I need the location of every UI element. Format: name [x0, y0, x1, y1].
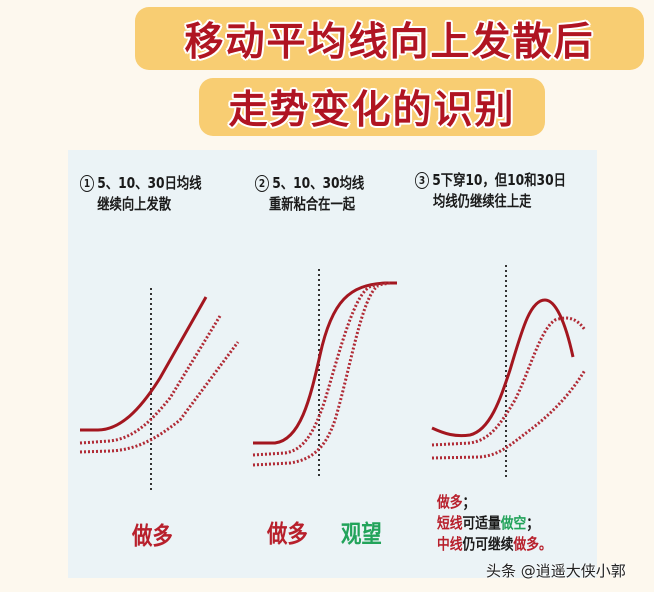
chart-3 — [431, 265, 587, 478]
caption-1: 1 5、10、30日均线 继续向上发散 — [80, 173, 202, 215]
ma5-line-1 — [80, 296, 208, 432]
title-banner-1: 移动平均线向上发散后 — [135, 7, 644, 70]
ma10-line-1 — [79, 315, 222, 445]
caption-2: 2 5、10、30均线 重新粘合在一起 — [255, 173, 364, 215]
signal-note-3: 做多； 短线可适量做空； 中线仍可继续做多。 — [437, 493, 552, 553]
chart-1 — [79, 288, 240, 490]
number-circle-1: 1 — [80, 175, 94, 192]
watermark: 头条 @逍遥大侠小郭 — [486, 562, 626, 580]
diagram-panel — [68, 150, 597, 578]
signal-label-2b: 观望 — [341, 520, 382, 548]
ma30-line-2 — [252, 284, 379, 467]
number-circle-2: 2 — [255, 175, 269, 192]
signal-label-1: 做多 — [132, 522, 173, 550]
signal-label-2a: 做多 — [267, 520, 308, 548]
caption-3: 3 5下穿10，但10和30日 均线仍继续往上走 — [415, 170, 566, 212]
chart-2 — [252, 269, 397, 478]
title-line-1: 移动平均线向上发散后 — [184, 19, 595, 65]
ma30-line-1 — [79, 341, 240, 454]
title-banner-2: 走势变化的识别 — [199, 78, 545, 136]
ma10-line-3 — [431, 316, 587, 447]
ma30-line-3 — [431, 369, 587, 460]
title-line-2: 走势变化的识别 — [228, 88, 516, 133]
ma5-line-2 — [253, 281, 397, 445]
ma10-line-2 — [252, 281, 391, 457]
number-circle-3: 3 — [415, 172, 429, 189]
ma5-line-3 — [431, 298, 575, 438]
